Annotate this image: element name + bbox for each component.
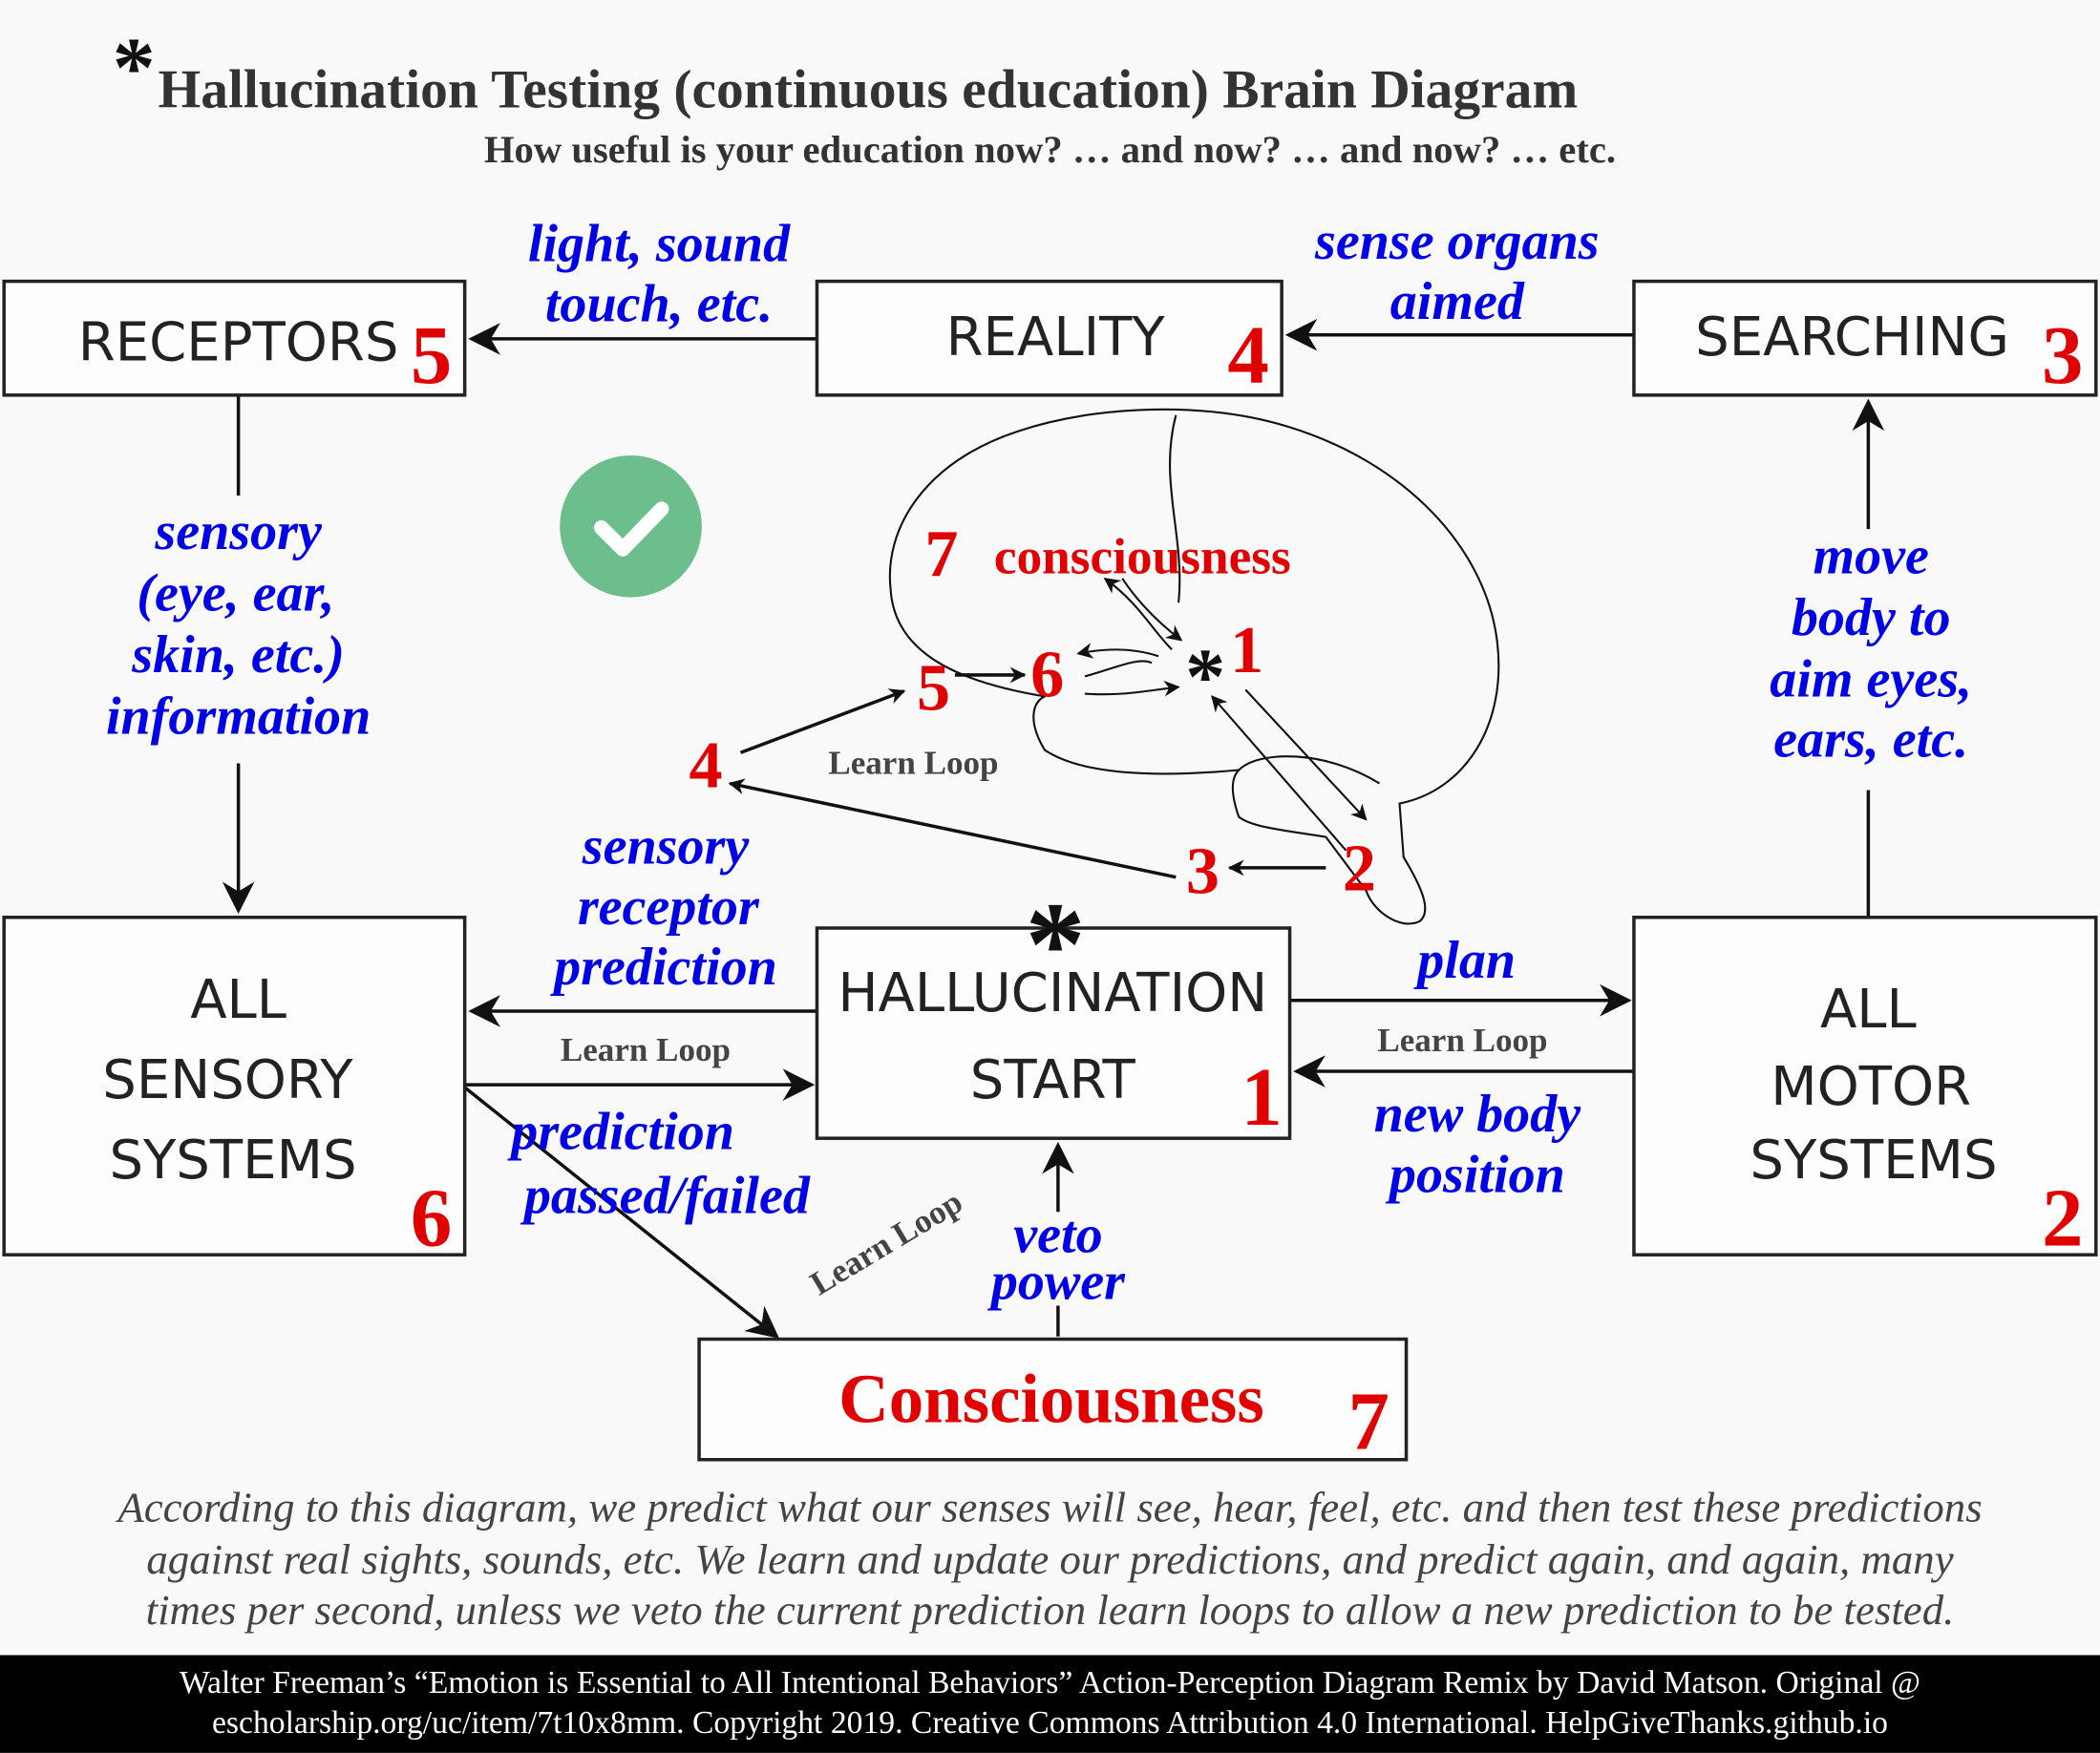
edge-label: receptor [578,877,760,937]
edge-label: ears, etc. [1773,709,1968,769]
edge-label: position [1386,1145,1565,1204]
node-box [2,279,467,397]
node-label: MOTOR [1771,1056,1971,1118]
learn-loop-label: Learn Loop [561,1031,731,1068]
brain-number: 7 [924,517,958,591]
caption-line: against real sights, sounds, etc. We lea… [146,1535,1953,1583]
arrow [463,1086,780,1339]
caption-line: times per second, unless we veto the cur… [146,1586,1955,1634]
edge-label: (eye, ear, [137,564,334,623]
node-label: REALITY [946,306,1166,369]
brain-arrow [1076,643,1159,659]
brain-arrow [1103,577,1173,651]
brain-fold [1169,414,1181,603]
caption-line: According to this diagram, we predict wh… [115,1483,1982,1531]
node-number: 2 [2042,1172,2083,1263]
node-number: 5 [411,309,452,401]
edge-label: new body [1374,1085,1582,1144]
edge-label: plan [1413,931,1516,990]
edge-label: sensory [582,817,751,876]
brain-arrow [1121,578,1183,642]
title: Hallucination Testing (continuous educat… [158,59,1578,119]
brain-arrow [1211,695,1347,852]
edge-label: sense organs [1314,212,1600,271]
node-label: SEARCHING [1695,306,2009,369]
footer-bar [0,1655,2100,1753]
learn-loop-label: Learn Loop [828,745,998,782]
check-icon [560,454,702,598]
footer-line: Walter Freeman’s “Emotion is Essential t… [180,1665,1920,1700]
edge-label: sensory [154,502,323,561]
check-mark [593,501,669,557]
node-label: ALL [190,969,286,1031]
brain-star: * [1185,632,1225,721]
edge-label: body to [1792,588,1951,647]
brain-arrow [1084,680,1180,697]
node-box [815,279,1283,397]
node-number: 6 [411,1172,452,1263]
edge-label: light, sound [528,215,791,274]
node-label: SENSORY [102,1049,353,1111]
edge-label: prediction [550,938,777,997]
node-box [1632,916,2098,1257]
edge-label: information [106,687,371,747]
brain-number: 3 [1186,835,1220,909]
edge-label: aimed [1390,272,1525,331]
edge-label: veto [1013,1205,1102,1264]
node-box [815,926,1292,1140]
node-label: HALLUCINATION [838,962,1267,1024]
node-star: * [1026,878,1086,1011]
footer-line: escholarship.org/uc/item/7t10x8mm. Copyr… [212,1705,1888,1741]
brain-arrow [739,688,906,754]
brain-arrow [1244,688,1368,821]
brain-number: 4 [689,729,723,803]
node-number: 1 [1241,1051,1282,1143]
brain-arrow [1084,660,1153,678]
brain-arrow [728,778,1177,879]
brain-number: 6 [1030,638,1064,711]
title-star: * [113,21,156,116]
node-box [2,916,467,1257]
edge-label: passed/failed [520,1167,811,1226]
brain-number: 5 [917,651,950,725]
node-number: 3 [2042,309,2083,401]
node-number: 4 [1227,309,1268,401]
node-box [1632,279,2098,397]
subtitle: How useful is your education now? … and … [484,128,1616,171]
brain-number: 2 [1343,833,1376,906]
node-number: 7 [1348,1376,1389,1468]
node-label: ALL [1820,979,1917,1041]
node-label: SYSTEMS [109,1130,356,1192]
edge-label: aim eyes, [1770,649,1972,708]
brain-outline [888,408,1500,925]
node-label: START [970,1049,1136,1111]
edge-label: prediction [507,1102,734,1161]
learn-loop-label: Learn Loop [1377,1022,1547,1059]
brain-fold [1238,755,1381,785]
node-label: Consciousness [838,1360,1264,1437]
node-label: RECEPTORS [78,311,399,373]
brain-number: 1 [1230,614,1263,687]
edge-label: move [1813,526,1928,585]
edge-label: skin, etc.) [131,625,345,685]
node-label: SYSTEMS [1750,1130,1997,1192]
edge-label: touch, etc. [545,275,773,334]
node-box [697,1337,1409,1462]
brain-label: consciousness [994,528,1291,584]
edge-label: power [987,1252,1126,1311]
